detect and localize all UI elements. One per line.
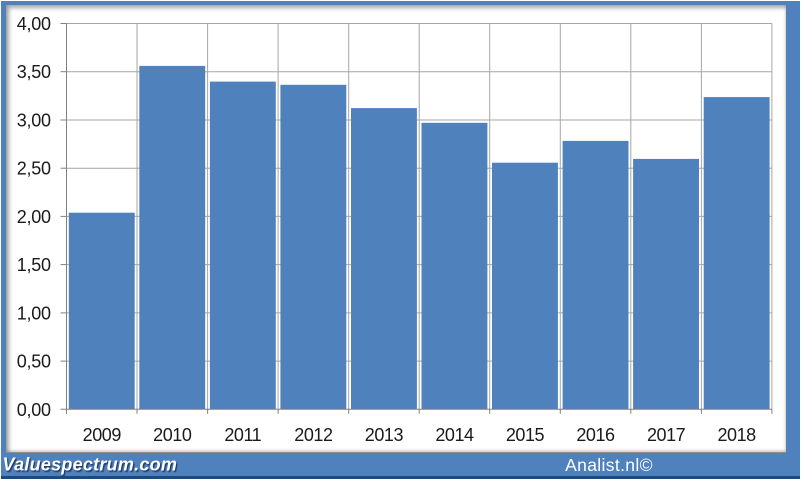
svg-text:2010: 2010 <box>153 425 192 445</box>
svg-text:2,00: 2,00 <box>17 207 51 227</box>
svg-text:4,00: 4,00 <box>17 14 51 34</box>
svg-text:2015: 2015 <box>506 425 545 445</box>
svg-text:2018: 2018 <box>717 425 756 445</box>
svg-text:0,00: 0,00 <box>17 400 51 420</box>
svg-text:2016: 2016 <box>576 425 615 445</box>
svg-text:Valuespectrum.com: Valuespectrum.com <box>3 455 178 475</box>
svg-text:2013: 2013 <box>365 425 404 445</box>
svg-text:Analist.nl©: Analist.nl© <box>565 455 653 475</box>
svg-text:1,50: 1,50 <box>17 255 51 275</box>
svg-text:2,50: 2,50 <box>17 159 51 179</box>
svg-text:1,00: 1,00 <box>17 303 51 323</box>
svg-text:3,50: 3,50 <box>17 62 51 82</box>
svg-text:2014: 2014 <box>435 425 474 445</box>
svg-text:2011: 2011 <box>224 425 261 445</box>
svg-text:0,50: 0,50 <box>17 352 51 372</box>
svg-text:2017: 2017 <box>647 425 686 445</box>
svg-text:3,00: 3,00 <box>17 111 51 131</box>
svg-text:2009: 2009 <box>83 425 122 445</box>
svg-text:2012: 2012 <box>294 425 333 445</box>
